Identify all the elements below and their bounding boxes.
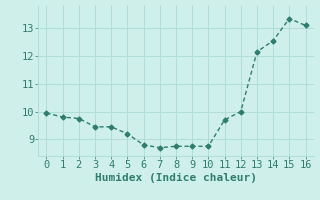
X-axis label: Humidex (Indice chaleur): Humidex (Indice chaleur) (95, 173, 257, 183)
